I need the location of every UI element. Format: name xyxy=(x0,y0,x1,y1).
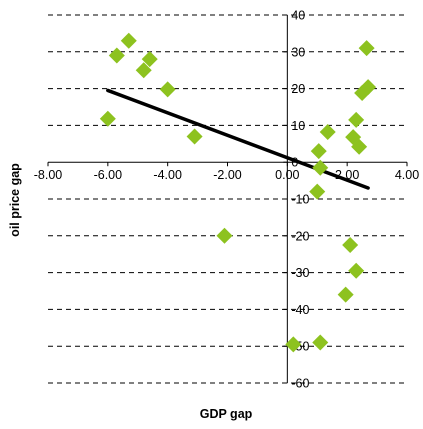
y-tick-label: -60 xyxy=(291,377,309,391)
x-tick-label: -2.00 xyxy=(213,168,242,182)
gridlines xyxy=(48,14,407,384)
y-tick-label: -40 xyxy=(291,303,309,317)
data-point xyxy=(159,81,176,98)
data-point xyxy=(348,111,365,128)
data-point xyxy=(141,51,158,68)
x-tick-label: -6.00 xyxy=(94,168,123,182)
data-point xyxy=(348,262,365,279)
y-tick-label: 30 xyxy=(291,45,305,59)
x-tick-label: -4.00 xyxy=(153,168,182,182)
y-tick-label: -30 xyxy=(291,266,309,280)
y-axis-title: oil price gap xyxy=(8,163,22,237)
y-tick-label: -20 xyxy=(291,229,309,243)
data-point xyxy=(319,124,336,141)
x-tick-label: -8.00 xyxy=(34,168,63,182)
data-point xyxy=(309,183,326,200)
data-point xyxy=(351,138,368,155)
data-point xyxy=(310,143,327,160)
x-tick-label: 0.00 xyxy=(275,168,299,182)
data-point xyxy=(108,47,125,64)
data-point xyxy=(99,110,116,127)
data-point xyxy=(135,62,152,79)
data-point xyxy=(337,286,354,303)
data-point xyxy=(120,32,137,49)
y-tick-label: 40 xyxy=(291,9,305,23)
data-point xyxy=(312,159,329,176)
axes xyxy=(47,14,408,384)
data-point xyxy=(312,334,329,351)
trendline xyxy=(106,88,370,190)
data-point xyxy=(216,227,233,244)
data-point xyxy=(358,40,375,57)
data-point xyxy=(360,79,377,96)
x-axis-title: GDP gap xyxy=(200,407,253,421)
data-point xyxy=(186,128,203,145)
data-point xyxy=(285,336,302,353)
y-tick-label: -10 xyxy=(291,193,309,207)
y-tick-label: 10 xyxy=(291,119,305,133)
x-tick-label: 4.00 xyxy=(395,168,419,182)
y-tick-label: 20 xyxy=(291,82,305,96)
y-tick-label: 0 xyxy=(291,156,298,170)
trendline-layer xyxy=(106,88,370,190)
data-points xyxy=(99,32,377,353)
data-point xyxy=(342,237,359,253)
